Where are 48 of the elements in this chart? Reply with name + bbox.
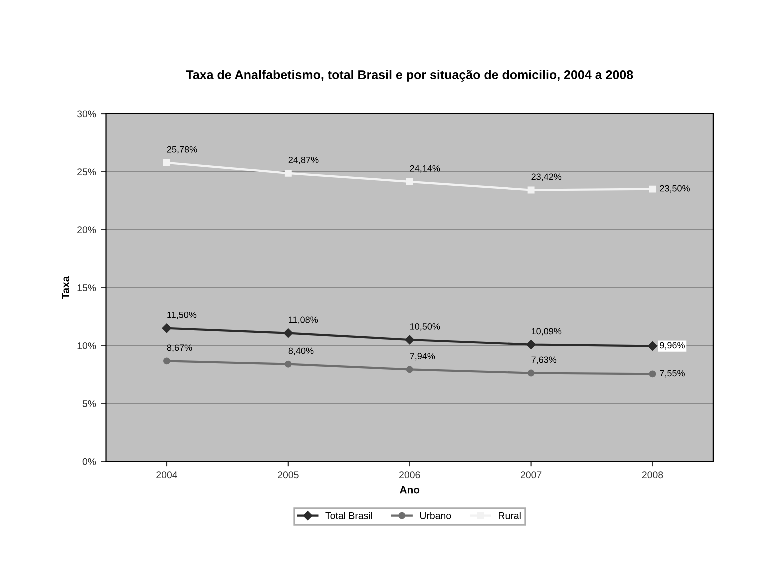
y-tick-label: 0% [82, 458, 96, 466]
data-label: 8,40% [288, 348, 314, 356]
point [164, 358, 170, 365]
chart-title: Taxa de Analfabetismo, total Brasil e por situação de domicilio, 2004 a 2008 [186, 70, 634, 82]
point [284, 170, 292, 177]
point [164, 159, 170, 166]
point [526, 340, 536, 350]
point [284, 360, 292, 368]
point [406, 178, 414, 186]
data-label: 24,14% [410, 165, 440, 173]
data-label: 23,42% [532, 174, 562, 182]
x-tick-label: 2007 [520, 472, 542, 479]
point [649, 370, 656, 378]
point [528, 370, 535, 377]
point [162, 324, 172, 334]
data-label: 10,50% [410, 323, 440, 331]
y-axis-title: Taxa [62, 276, 70, 300]
data-label: 7,94% [410, 353, 436, 361]
x-tick-label: 2005 [278, 472, 299, 479]
data-label: 24,87% [288, 156, 319, 164]
point [406, 366, 414, 374]
data-label: 10,09% [532, 328, 562, 336]
y-tick-label: 30% [77, 110, 96, 118]
data-label: 7,63% [532, 356, 557, 364]
data-label: 25,78% [167, 146, 198, 154]
y-tick-label: 10% [78, 342, 96, 350]
y-tick-label: 25% [78, 168, 96, 176]
point [648, 342, 658, 351]
x-tick-label: 2006 [400, 472, 420, 479]
x-axis-title: Ano [400, 486, 420, 494]
data-label: 8,67% [167, 344, 192, 352]
point [528, 186, 535, 194]
data-label: 23,50% [660, 185, 690, 193]
x-tick-label: 2008 [642, 472, 664, 479]
data-label: 9,96% [660, 342, 685, 350]
point [405, 335, 414, 345]
y-tick-label: 20% [78, 226, 96, 234]
point [649, 186, 656, 193]
legend-label: Rural [499, 512, 521, 520]
point [284, 328, 294, 338]
y-tick-label: 5% [82, 400, 96, 408]
x-tick-label: 2004 [156, 472, 178, 479]
legend-label: Urbano [420, 512, 452, 520]
legend-label: Total Brasil [326, 512, 372, 520]
data-label: 7,55% [660, 370, 685, 378]
data-label: 11,50% [168, 312, 197, 320]
y-tick-label: 15% [78, 284, 96, 292]
data-label: 11,08% [289, 316, 318, 324]
